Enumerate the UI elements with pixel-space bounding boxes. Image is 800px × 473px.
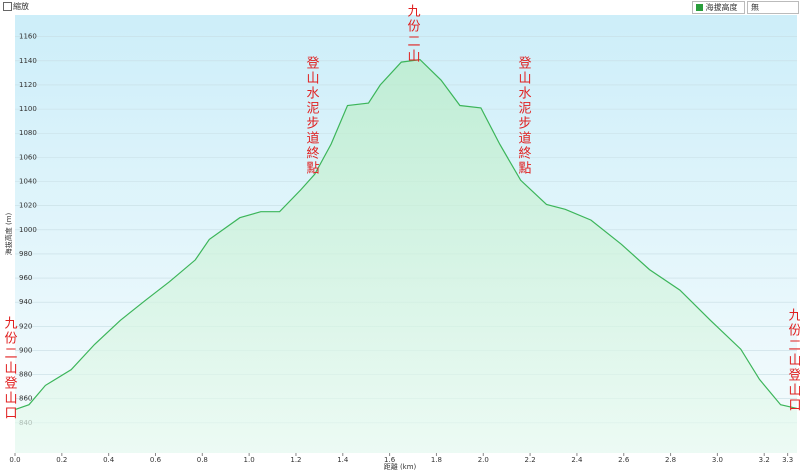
compare-label: 無 (751, 3, 759, 12)
x-tick-label: 2.8 (665, 456, 676, 464)
annotation: 登山水泥步道終點 (304, 56, 320, 176)
x-tick-label: 1.0 (244, 456, 255, 464)
x-tick-label: 3.3 (782, 456, 793, 464)
legend-swatch (696, 4, 703, 11)
x-tick-label: 0.0 (9, 456, 20, 464)
y-tick-label: 980 (19, 250, 32, 258)
zoom-label[interactable]: 縮放 (13, 2, 29, 11)
y-tick-label: 940 (19, 298, 32, 306)
y-tick-label: 880 (19, 371, 32, 379)
annotation: 登山水泥步道終點 (516, 56, 532, 176)
y-tick-label: 1040 (19, 178, 37, 186)
area-fill (15, 59, 797, 453)
legend-label: 海拔高度 (705, 3, 738, 12)
compare-select[interactable]: 無 (747, 1, 799, 14)
x-tick-label: 2.6 (618, 456, 630, 464)
annotation: 九份二山登山口 (2, 316, 18, 421)
y-tick-label: 920 (19, 322, 32, 330)
y-tick-label: 1100 (19, 105, 37, 113)
x-tick-label: 0.6 (150, 456, 162, 464)
elevation-line (14, 58, 798, 411)
y-axis-label: 海拔高度 (m) (4, 212, 13, 255)
y-tick-label: 960 (19, 274, 32, 282)
y-tick-label: 900 (19, 346, 32, 354)
zoom-checkbox[interactable] (3, 2, 12, 11)
x-tick-label: 1.4 (337, 456, 349, 464)
annotation: 九份二山 (405, 4, 421, 64)
y-tick-label: 1140 (19, 57, 37, 65)
toolbar: 縮放 海拔高度 無 (0, 0, 800, 14)
y-tick-label: 1060 (19, 153, 37, 161)
y-tick-label: 1080 (19, 129, 37, 137)
y-tick-label: 1020 (19, 202, 37, 210)
x-tick-label: 2.4 (571, 456, 583, 464)
x-tick-label: 3.2 (759, 456, 770, 464)
y-tick-label: 1120 (19, 81, 37, 89)
annotation: 九份二山登山口 (786, 308, 800, 413)
x-tick-label: 0.4 (103, 456, 115, 464)
x-axis-label: 距離 (km) (384, 462, 417, 471)
x-tick-label: 2.0 (478, 456, 489, 464)
x-tick-label: 2.2 (525, 456, 536, 464)
x-tick-label: 1.8 (431, 456, 442, 464)
x-tick-label: 1.2 (290, 456, 301, 464)
x-tick-label: 1.6 (384, 456, 396, 464)
y-tick-label: 1160 (19, 33, 37, 41)
y-tick-label: 860 (19, 395, 32, 403)
x-tick-label: 0.8 (197, 456, 208, 464)
series-select[interactable]: 海拔高度 (692, 1, 745, 14)
y-tick-label: 1000 (19, 226, 37, 234)
x-tick-label: 0.2 (56, 456, 67, 464)
x-tick-label: 3.0 (712, 456, 723, 464)
